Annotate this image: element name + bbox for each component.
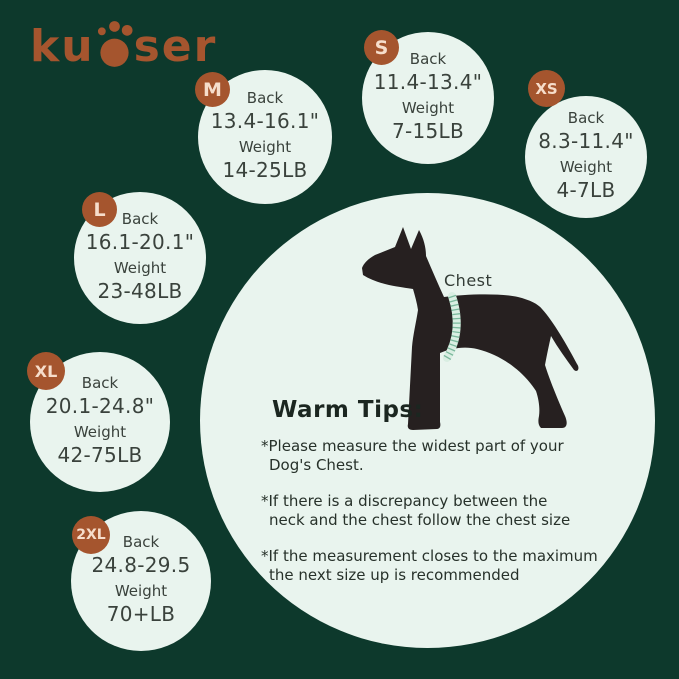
back-label: Back <box>246 88 284 107</box>
back-range: 13.4-16.1" <box>210 109 320 133</box>
size-badge-m: M <box>195 72 230 107</box>
tip-line: neck and the chest follow the chest size <box>269 511 571 529</box>
tip-line: *Please measure the widest part of your <box>261 437 564 455</box>
back-range: 20.1-24.8" <box>45 394 155 418</box>
brand-logo-text-right: ser <box>133 21 218 72</box>
size-bubble-xl: XL Back 20.1-24.8" Weight 42-75LB <box>27 352 170 492</box>
back-range: 8.3-11.4" <box>538 129 634 153</box>
weight-range: 4-7LB <box>556 178 616 203</box>
size-bubble-2xl: 2XL Back 24.8-29.5 Weight 70+LB <box>71 511 211 651</box>
warm-tip-item: *Please measure the widest part of your … <box>261 437 591 475</box>
weight-label: Weight <box>559 158 613 176</box>
brand-logo-text-left: ku <box>30 21 95 72</box>
brand-logo: ku ser <box>30 18 217 69</box>
back-range: 11.4-13.4" <box>373 70 483 94</box>
weight-label: Weight <box>401 99 455 117</box>
dog-silhouette-icon <box>362 227 579 430</box>
tip-line: *If the measurement closes to the maximu… <box>261 547 598 565</box>
weight-label: Weight <box>238 138 292 156</box>
weight-label: Weight <box>113 259 167 277</box>
warm-tips: Warm Tips: *Please measure the widest pa… <box>261 397 598 602</box>
weight-range: 23-48LB <box>97 279 183 304</box>
warm-tip-item: *If there is a discrepancy between the n… <box>261 492 591 530</box>
back-label: Back <box>122 532 160 551</box>
size-badge-xl: XL <box>27 352 65 390</box>
chest-label: Chest <box>444 271 493 290</box>
warm-tip-item: *If the measurement closes to the maximu… <box>261 547 598 585</box>
dog-silhouette-diagram <box>355 222 595 437</box>
tip-line: *If there is a discrepancy between the <box>261 492 548 510</box>
weight-label: Weight <box>73 423 127 441</box>
tip-line: Dog's Chest. <box>269 456 364 474</box>
weight-label: Weight <box>114 582 168 600</box>
size-bubble-xs: XS Back 8.3-11.4" Weight 4-7LB <box>525 70 647 218</box>
back-range: 16.1-20.1" <box>85 230 195 254</box>
size-badge-s: S <box>364 30 399 65</box>
back-label: Back <box>567 108 605 127</box>
back-label: Back <box>121 209 159 228</box>
size-badge-xs: XS <box>528 70 565 107</box>
back-range: 24.8-29.5 <box>91 553 191 577</box>
paw-icon <box>96 18 133 68</box>
size-bubble-m: M Back 13.4-16.1" Weight 14-25LB <box>195 70 332 204</box>
back-label: Back <box>409 49 447 68</box>
weight-range: 70+LB <box>106 602 176 627</box>
weight-range: 7-15LB <box>391 119 465 144</box>
size-bubble-s: S Back 11.4-13.4" Weight 7-15LB <box>362 30 494 164</box>
chest-tape-icon <box>443 292 461 362</box>
size-badge-2xl: 2XL <box>72 516 110 554</box>
tip-line: the next size up is recommended <box>269 566 520 584</box>
size-bubble-l: L Back 16.1-20.1" Weight 23-48LB <box>74 192 206 324</box>
weight-range: 42-75LB <box>57 443 143 468</box>
size-badge-l: L <box>82 192 117 227</box>
back-label: Back <box>81 373 119 392</box>
warm-tips-title: Warm Tips: <box>272 397 424 423</box>
weight-range: 14-25LB <box>222 158 308 183</box>
